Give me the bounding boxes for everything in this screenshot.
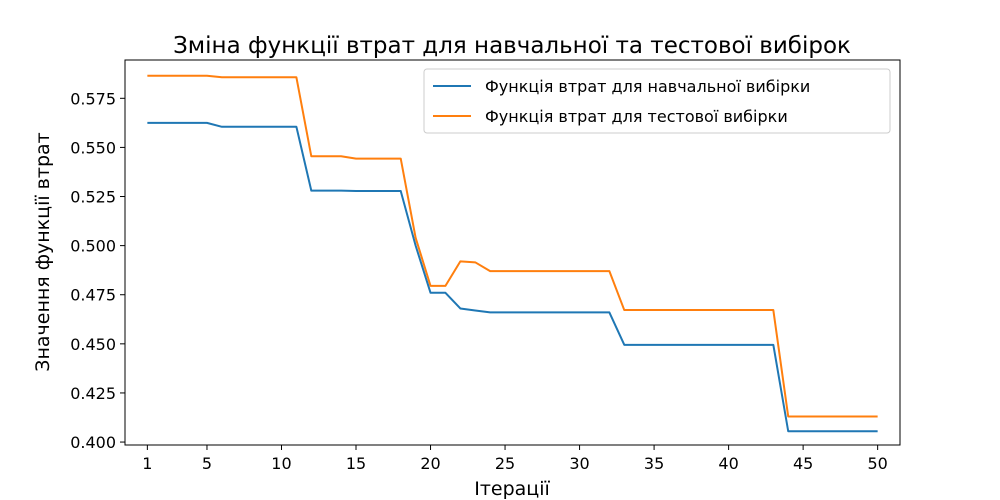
chart-legend: Функція втрат для навчальної вибірки Фун… <box>423 68 891 134</box>
x-tick-label: 40 <box>718 454 738 473</box>
legend-box <box>423 68 891 134</box>
x-tick-label: 35 <box>644 454 664 473</box>
x-tick-label: 15 <box>346 454 366 473</box>
x-tick-label: 30 <box>569 454 589 473</box>
y-axis-title: Значення функції втрат <box>32 132 54 371</box>
x-tick-label: 5 <box>202 454 212 473</box>
y-tick-label: 0.450 <box>70 335 116 354</box>
x-tick-label: 10 <box>271 454 291 473</box>
y-tick-label: 0.500 <box>70 237 116 256</box>
x-tick-label: 20 <box>420 454 440 473</box>
x-tick-label: 1 <box>142 454 152 473</box>
y-tick-label: 0.400 <box>70 433 116 452</box>
y-tick-label: 0.550 <box>70 138 116 157</box>
x-tick-label: 25 <box>495 454 515 473</box>
y-tick-label: 0.425 <box>70 384 116 403</box>
chart-title: Зміна функції втрат для навчальної та те… <box>173 33 851 59</box>
y-tick-label: 0.475 <box>70 286 116 305</box>
series-lines <box>147 74 878 433</box>
x-axis-title: Ітерації <box>474 478 550 500</box>
x-tick-label: 50 <box>867 454 887 473</box>
x-axis-ticks: 1 5 10 15 20 25 30 35 40 45 50 <box>142 445 888 473</box>
x-tick-label: 45 <box>793 454 813 473</box>
plot-area <box>124 59 901 446</box>
legend-label-test: Функція втрат для тестової вибірки <box>485 107 788 126</box>
y-tick-label: 0.575 <box>70 89 116 108</box>
y-tick-label: 0.525 <box>70 188 116 207</box>
train-loss-line <box>147 121 878 433</box>
test-loss-line <box>147 74 878 418</box>
legend-label-train: Функція втрат для навчальної вибірки <box>485 77 810 96</box>
y-axis-ticks: 0.400 0.425 0.450 0.475 0.500 0.525 0.550 0.575 <box>70 89 125 452</box>
